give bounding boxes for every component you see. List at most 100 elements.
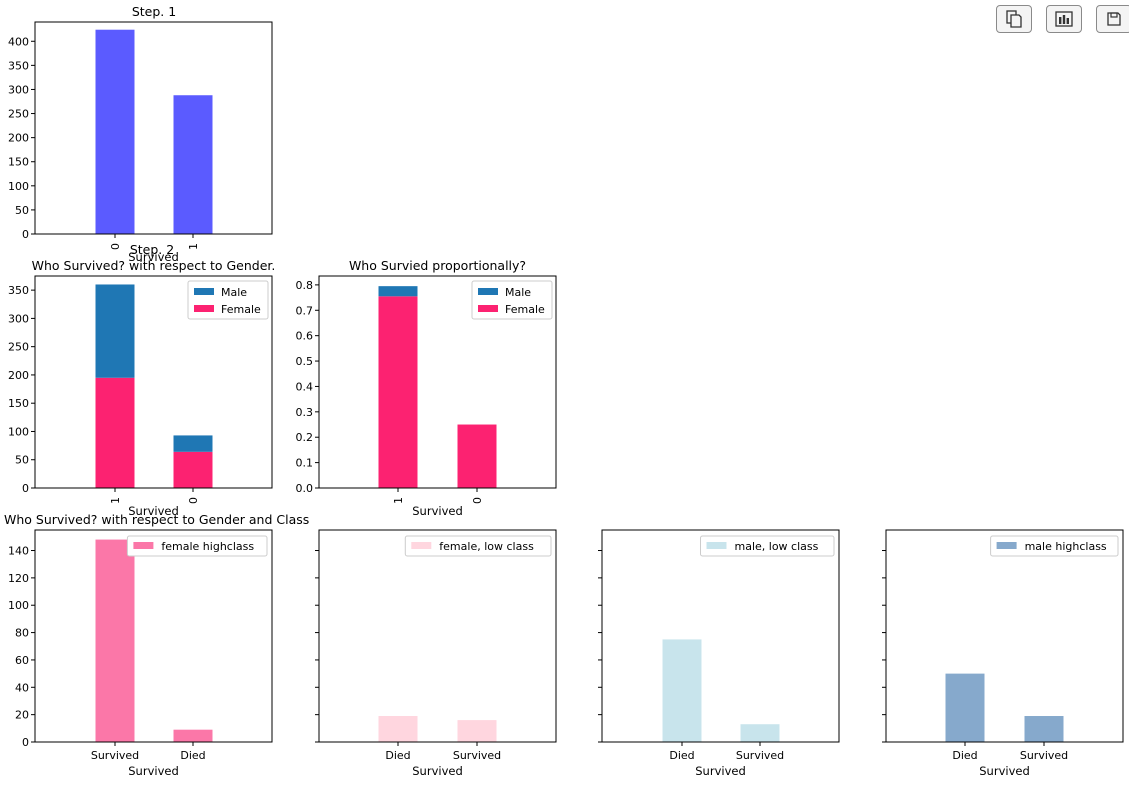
legend-label: male, low class (735, 540, 819, 553)
bar (457, 424, 497, 488)
y-tick-label: 0.7 (296, 304, 314, 317)
y-tick-label: 140 (8, 545, 29, 558)
save-button[interactable] (1096, 5, 1129, 33)
chart-icon (1055, 11, 1073, 27)
y-tick-label: 100 (8, 425, 29, 438)
x-axis-label: Survived (695, 764, 746, 778)
legend-swatch (411, 542, 432, 549)
bar (95, 377, 135, 488)
axes-frame (318, 529, 557, 743)
bar (457, 720, 497, 742)
legend-box (990, 535, 1119, 557)
chart-title: Who Survived? with respect to Gender. (32, 258, 276, 273)
y-tick-label: 300 (8, 83, 29, 96)
legend-swatch (996, 542, 1017, 549)
y-tick-label: 0.3 (296, 406, 314, 419)
axes-frame (601, 529, 840, 743)
legend-label: Male (505, 286, 531, 299)
y-tick-label: 350 (8, 59, 29, 72)
x-tick-label: 1 (109, 497, 122, 504)
y-tick-label: 50 (15, 454, 29, 467)
legend-label: female, low class (439, 540, 534, 553)
legend-swatch (706, 542, 727, 549)
legend-label: male highclass (1025, 540, 1107, 553)
bar (378, 716, 418, 742)
bar (740, 724, 780, 742)
x-tick-label: 1 (187, 243, 200, 250)
y-tick-label: 80 (15, 627, 29, 640)
x-tick-label: 1 (392, 497, 405, 504)
bar (662, 639, 702, 742)
x-tick-label: Survived (91, 749, 139, 762)
legend-label: Male (221, 286, 247, 299)
y-tick-label: 0 (22, 228, 29, 241)
x-tick-label: Survived (1020, 749, 1068, 762)
axes-frame (34, 529, 273, 743)
y-tick-label: 100 (8, 180, 29, 193)
bar (173, 451, 213, 488)
x-tick-label: 0 (187, 497, 200, 504)
legend-swatch (478, 288, 498, 295)
y-tick-label: 0.8 (296, 279, 314, 292)
y-tick-label: 0.1 (296, 457, 314, 470)
x-axis-label: Survived (979, 764, 1030, 778)
chart-title: Who Survied proportionally? (349, 258, 526, 273)
x-tick-label: Died (952, 749, 977, 762)
y-tick-label: 0.5 (296, 355, 314, 368)
y-tick-label: 350 (8, 284, 29, 297)
x-axis-label: Survived (128, 504, 179, 518)
legend-swatch (478, 305, 498, 312)
y-tick-label: 100 (8, 599, 29, 612)
legend-box (700, 535, 835, 557)
x-tick-label: Died (180, 749, 205, 762)
x-tick-label: 0 (471, 497, 484, 504)
legend-label: female highclass (161, 540, 254, 553)
y-tick-label: 0 (22, 736, 29, 749)
y-tick-label: 150 (8, 397, 29, 410)
x-axis-label: Survived (412, 504, 463, 518)
copy-button[interactable] (996, 5, 1032, 33)
x-tick-label: Died (385, 749, 410, 762)
y-tick-label: 0.0 (296, 482, 314, 495)
y-tick-label: 0.2 (296, 431, 314, 444)
y-tick-label: 50 (15, 204, 29, 217)
bar (173, 729, 213, 742)
legend-swatch (133, 542, 154, 549)
save-icon (1107, 12, 1121, 26)
legend-swatch (194, 305, 214, 312)
y-tick-label: 200 (8, 132, 29, 145)
chart-title: Who Survived? with respect to Gender and… (4, 512, 309, 527)
x-tick-label: Survived (453, 749, 501, 762)
legend-box (404, 535, 552, 557)
chart-button[interactable] (1046, 5, 1082, 33)
copy-icon (1006, 10, 1022, 28)
y-tick-label: 250 (8, 108, 29, 121)
y-tick-label: 20 (15, 709, 29, 722)
bar (95, 539, 135, 742)
legend-box (126, 535, 268, 557)
y-tick-label: 150 (8, 156, 29, 169)
bar (173, 435, 213, 452)
bar (95, 29, 135, 234)
x-axis-label: Survived (128, 250, 179, 264)
y-tick-label: 0.4 (296, 380, 314, 393)
axes-frame (885, 529, 1124, 743)
step-heading: Step. 2 (130, 242, 174, 257)
y-tick-label: 300 (8, 312, 29, 325)
y-tick-label: 120 (8, 572, 29, 585)
y-tick-label: 0.6 (296, 330, 314, 343)
y-tick-label: 400 (8, 35, 29, 48)
bar (173, 95, 213, 235)
y-tick-label: 0 (22, 482, 29, 495)
bar (378, 296, 418, 488)
bar (945, 673, 985, 742)
y-tick-label: 40 (15, 681, 29, 694)
bar (95, 284, 135, 378)
x-axis-label: Survived (128, 764, 179, 778)
step-heading: Step. 1 (132, 4, 176, 19)
x-tick-label: 0 (109, 243, 122, 250)
x-axis-label: Survived (412, 764, 463, 778)
legend-label: Female (505, 303, 545, 316)
y-tick-label: 60 (15, 654, 29, 667)
